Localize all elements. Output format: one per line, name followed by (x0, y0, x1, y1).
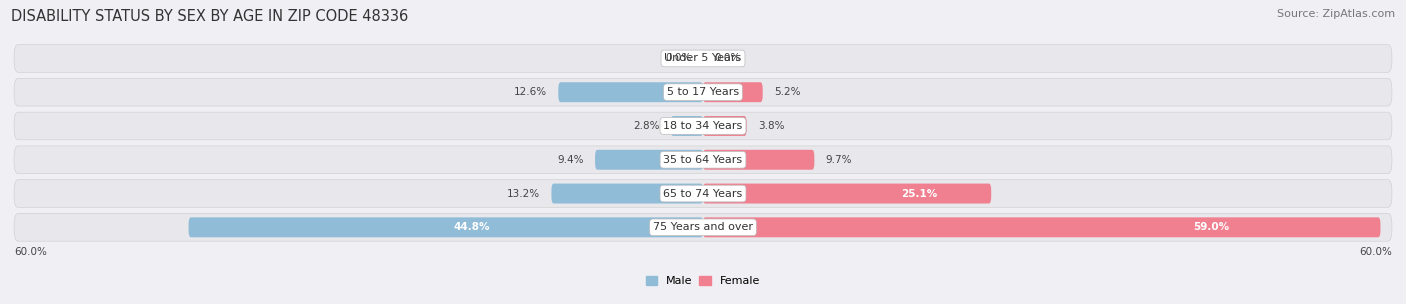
Text: 60.0%: 60.0% (1360, 247, 1392, 257)
Legend: Male, Female: Male, Female (641, 271, 765, 291)
FancyBboxPatch shape (671, 116, 703, 136)
Text: 5 to 17 Years: 5 to 17 Years (666, 87, 740, 97)
FancyBboxPatch shape (14, 213, 1392, 241)
Text: 18 to 34 Years: 18 to 34 Years (664, 121, 742, 131)
FancyBboxPatch shape (14, 45, 1392, 72)
Text: 13.2%: 13.2% (506, 188, 540, 199)
Text: 2.8%: 2.8% (633, 121, 659, 131)
FancyBboxPatch shape (703, 150, 814, 170)
FancyBboxPatch shape (14, 112, 1392, 140)
FancyBboxPatch shape (551, 184, 703, 203)
Text: 35 to 64 Years: 35 to 64 Years (664, 155, 742, 165)
FancyBboxPatch shape (703, 82, 762, 102)
Text: 65 to 74 Years: 65 to 74 Years (664, 188, 742, 199)
Text: Source: ZipAtlas.com: Source: ZipAtlas.com (1277, 9, 1395, 19)
Text: 75 Years and over: 75 Years and over (652, 222, 754, 232)
Text: Under 5 Years: Under 5 Years (665, 54, 741, 64)
Text: 59.0%: 59.0% (1194, 222, 1229, 232)
Text: 12.6%: 12.6% (513, 87, 547, 97)
FancyBboxPatch shape (558, 82, 703, 102)
FancyBboxPatch shape (703, 217, 1381, 237)
FancyBboxPatch shape (14, 78, 1392, 106)
FancyBboxPatch shape (595, 150, 703, 170)
FancyBboxPatch shape (188, 217, 703, 237)
FancyBboxPatch shape (14, 146, 1392, 174)
Text: 9.7%: 9.7% (825, 155, 852, 165)
Text: 25.1%: 25.1% (901, 188, 938, 199)
Text: 0.0%: 0.0% (665, 54, 692, 64)
Text: 0.0%: 0.0% (714, 54, 741, 64)
Text: 9.4%: 9.4% (557, 155, 583, 165)
Text: 3.8%: 3.8% (758, 121, 785, 131)
FancyBboxPatch shape (703, 116, 747, 136)
Text: DISABILITY STATUS BY SEX BY AGE IN ZIP CODE 48336: DISABILITY STATUS BY SEX BY AGE IN ZIP C… (11, 9, 409, 24)
Text: 44.8%: 44.8% (453, 222, 489, 232)
Text: 60.0%: 60.0% (14, 247, 46, 257)
Text: 5.2%: 5.2% (775, 87, 800, 97)
FancyBboxPatch shape (703, 184, 991, 203)
FancyBboxPatch shape (14, 180, 1392, 207)
